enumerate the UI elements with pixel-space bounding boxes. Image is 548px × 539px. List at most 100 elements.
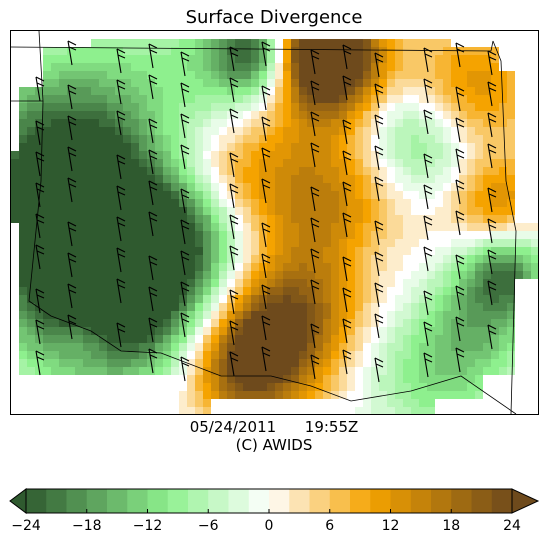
field-cell (419, 191, 427, 199)
wind-barb (455, 347, 465, 373)
field-cell (163, 279, 171, 287)
field-cell (379, 367, 387, 375)
wind-barb (180, 219, 190, 245)
field-cell (403, 119, 411, 127)
field-cell (123, 199, 131, 207)
field-cell (235, 71, 243, 79)
field-cell (83, 215, 91, 223)
field-cell (467, 263, 475, 271)
field-cell (131, 143, 139, 151)
colorbar-segment (309, 489, 331, 513)
field-cell (387, 351, 395, 359)
field-cell (99, 311, 107, 319)
field-cell (467, 391, 475, 399)
field-cell (387, 87, 395, 95)
field-cell (331, 287, 339, 295)
field-cell (395, 367, 403, 375)
wind-barb (180, 250, 190, 276)
field-cell (339, 295, 347, 303)
field-cell (235, 303, 243, 311)
field-cell (35, 111, 43, 119)
field-cell (43, 191, 51, 199)
field-cell (227, 191, 235, 199)
field-cell (131, 111, 139, 119)
field-cell (123, 111, 131, 119)
state-border-line (492, 40, 517, 414)
field-cell (299, 287, 307, 295)
field-cell (123, 47, 131, 55)
field-cell (19, 159, 27, 167)
field-cell (283, 279, 291, 287)
field-cell (491, 359, 499, 367)
field-cell (131, 223, 139, 231)
field-cell (75, 103, 83, 111)
field-cell (115, 319, 123, 327)
field-cell (451, 111, 459, 119)
field-cell (115, 367, 123, 375)
field-cell (195, 199, 203, 207)
field-cell (419, 175, 427, 183)
field-cell (51, 167, 59, 175)
field-cell (43, 279, 51, 287)
field-cell (179, 207, 187, 215)
field-cell (131, 55, 139, 63)
field-cell (163, 295, 171, 303)
field-cell (187, 375, 195, 383)
field-cell (443, 263, 451, 271)
field-cell (163, 95, 171, 103)
field-cell (219, 63, 227, 71)
field-cell (139, 87, 147, 95)
field-cell (275, 215, 283, 223)
field-cell (467, 63, 475, 71)
field-cell (499, 239, 507, 247)
field-cell (251, 231, 259, 239)
field-cell (507, 119, 515, 127)
field-cell (387, 95, 395, 103)
field-cell (443, 183, 451, 191)
field-cell (43, 55, 51, 63)
wind-barb (67, 252, 77, 278)
field-cell (203, 207, 211, 215)
field-cell (411, 151, 419, 159)
field-cell (427, 183, 435, 191)
field-cell (331, 279, 339, 287)
field-cell (203, 151, 211, 159)
field-cell (483, 335, 491, 343)
field-cell (195, 215, 203, 223)
field-cell (379, 111, 387, 119)
field-cell (115, 159, 123, 167)
field-cell (363, 143, 371, 151)
field-cell (83, 231, 91, 239)
field-cell (155, 335, 163, 343)
field-cell (211, 279, 219, 287)
field-cell (187, 343, 195, 351)
field-cell (59, 359, 67, 367)
field-cell (427, 87, 435, 95)
field-cell (499, 343, 507, 351)
field-cell (427, 399, 435, 407)
field-cell (147, 95, 155, 103)
field-cell (395, 119, 403, 127)
colorbar: −24 −18 −12 −6 0 6 12 18 24 (0, 482, 548, 539)
field-cell (347, 303, 355, 311)
field-cell (235, 319, 243, 327)
field-cell (451, 175, 459, 183)
field-cell (443, 327, 451, 335)
field-cell (195, 335, 203, 343)
field-cell (275, 223, 283, 231)
field-cell (27, 263, 35, 271)
field-cell (307, 287, 315, 295)
field-cell (43, 119, 51, 127)
field-cell (467, 143, 475, 151)
wind-barb (261, 346, 271, 372)
field-cell (59, 183, 67, 191)
field-cell (115, 271, 123, 279)
field-cell (355, 215, 363, 223)
field-cell (195, 303, 203, 311)
field-cell (243, 231, 251, 239)
field-cell (155, 351, 163, 359)
field-cell (195, 263, 203, 271)
field-cell (347, 39, 355, 47)
field-cell (339, 167, 347, 175)
field-cell (491, 167, 499, 175)
